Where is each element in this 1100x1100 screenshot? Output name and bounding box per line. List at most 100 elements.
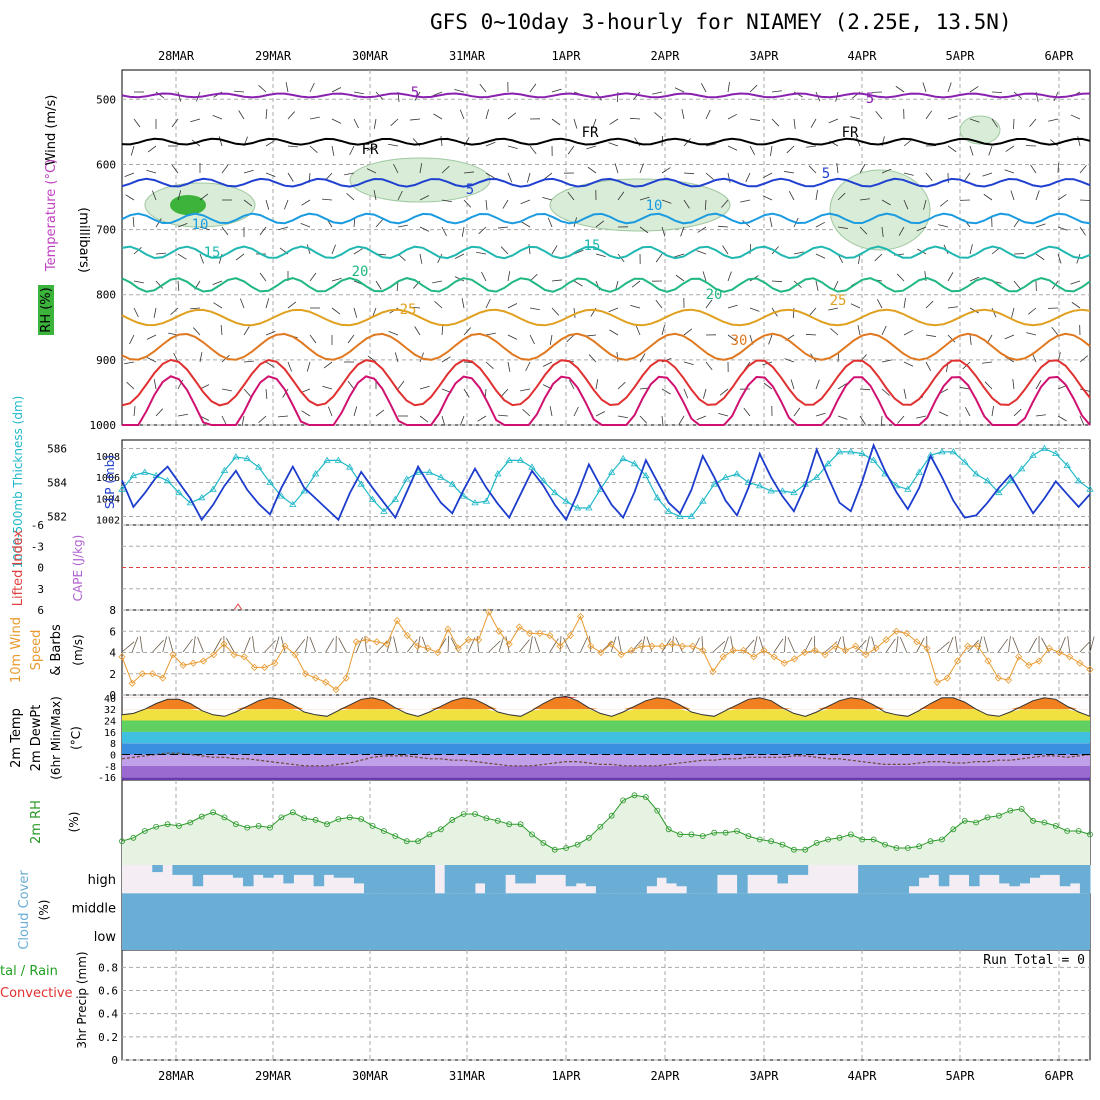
upper-wind-barb	[793, 251, 804, 255]
upper-wind-barb	[478, 226, 487, 235]
wind10-barb	[192, 636, 196, 653]
wind10-point	[179, 661, 187, 669]
thickness-point	[220, 466, 229, 473]
cloud-high-bar	[464, 865, 476, 894]
wind10-barb	[646, 636, 653, 653]
upper-wind-barb	[815, 412, 826, 417]
lifted-index-label: Lifted Index	[11, 529, 26, 606]
upper-wind-barb	[153, 307, 157, 318]
upper-wind-barb	[155, 280, 163, 289]
rh2m-point	[221, 814, 228, 821]
upper-wind-barb	[898, 226, 905, 236]
upper-wind-barb	[588, 354, 597, 363]
wind10-barb	[393, 636, 398, 653]
rh2m-point	[426, 831, 433, 838]
cloud-high-bar	[676, 865, 688, 887]
thickness-point	[1006, 477, 1014, 484]
thickness-point	[562, 497, 570, 504]
upper-wind-barb	[287, 172, 294, 182]
rh2m-point	[893, 845, 900, 851]
upper-wind-barb	[199, 226, 210, 231]
upper-wind-barb	[655, 299, 663, 309]
wind10-point	[1035, 657, 1043, 665]
wind10-point	[1004, 676, 1013, 684]
upper-wind-barb	[629, 117, 641, 120]
cloud-high-bar	[485, 865, 496, 894]
wind10-point	[342, 674, 350, 682]
wind10-point	[1045, 644, 1053, 652]
rh2m-point	[289, 809, 296, 816]
wind10-point	[1025, 661, 1033, 669]
upper-wind-barb	[1057, 194, 1067, 201]
upper-wind-barb	[454, 276, 465, 282]
thickness-point	[471, 499, 479, 506]
upper-wind-barb	[608, 142, 619, 147]
upper-wind-barb	[441, 325, 444, 336]
rh2m-point	[472, 811, 478, 817]
upper-wind-barb	[1010, 190, 1015, 201]
thickness-point	[118, 485, 126, 492]
upper-wind-barb	[171, 164, 179, 174]
cloud-high-bar	[979, 865, 990, 875]
wind10-point	[138, 670, 146, 678]
upper-wind-barb	[1011, 307, 1015, 318]
thickness-point	[323, 456, 331, 463]
thickness-point	[232, 453, 240, 460]
date-label-top: 28MAR	[158, 49, 195, 63]
thickness-point	[1029, 451, 1037, 458]
upper-wind-barb	[655, 253, 663, 263]
cloud-high-bar	[273, 865, 284, 875]
cloud-high-bar	[454, 865, 466, 894]
upper-wind-barb	[595, 220, 605, 228]
cloud-high-bar	[595, 865, 607, 894]
upper-wind-barb	[874, 253, 883, 262]
temp-color-band	[122, 731, 1090, 744]
wind10-point	[383, 640, 391, 648]
wind10-barb	[804, 637, 813, 653]
wind10-point	[373, 638, 381, 646]
upper-wind-barb	[815, 253, 826, 259]
wind10-barb	[447, 635, 450, 653]
upper-wind-barb	[344, 172, 355, 176]
upper-wind-barb	[171, 118, 179, 128]
upper-pressure-label: (millibars)	[76, 207, 91, 273]
upper-wind-barb	[235, 253, 245, 261]
wind10-point	[118, 653, 126, 661]
cloud-high-bar	[878, 865, 889, 894]
temp-tick: -16	[98, 773, 116, 784]
upper-wind-barb	[1004, 334, 1015, 340]
upper-wind-barb	[155, 91, 165, 99]
wind10-barb	[885, 638, 896, 653]
upper-wind-barb	[1079, 415, 1085, 426]
upper-wind-barb	[793, 118, 796, 129]
rh2m-point	[403, 838, 410, 845]
temp2m-label-c: (6hr Min/Max)	[49, 696, 63, 780]
wind10-point	[831, 642, 839, 650]
thickness-point	[311, 470, 320, 477]
upper-wind-barb	[991, 91, 1003, 93]
temp-tick: 32	[104, 705, 116, 716]
upper-wind-barb	[639, 353, 646, 363]
upper-wind-barb	[393, 163, 399, 174]
isotherm-line	[121, 177, 1091, 188]
date-label-top: 31MAR	[449, 49, 486, 63]
rh2m-point	[130, 834, 137, 841]
date-label-bottom: 6APR	[1045, 1069, 1075, 1083]
upper-wind-barb	[749, 145, 756, 156]
date-label-bottom: 2APR	[651, 1069, 681, 1083]
upper-wind-barb	[808, 165, 817, 174]
temp-color-band	[122, 777, 1090, 780]
upper-wind-barb	[520, 388, 531, 392]
upper-wind-barb	[543, 172, 553, 180]
wind10-point	[1066, 653, 1074, 661]
upper-wind-barb	[903, 139, 913, 147]
upper-wind-barb	[876, 298, 883, 309]
upper-wind-barb	[681, 109, 685, 120]
wind10-barb	[1012, 637, 1020, 653]
thickness-point	[209, 485, 217, 492]
upper-wind-barb	[153, 379, 157, 390]
upper-wind-barb	[551, 245, 558, 255]
upper-wind-barb	[1035, 380, 1042, 390]
rh-legend-swatch	[38, 285, 54, 335]
upper-wind-barb	[881, 226, 884, 237]
